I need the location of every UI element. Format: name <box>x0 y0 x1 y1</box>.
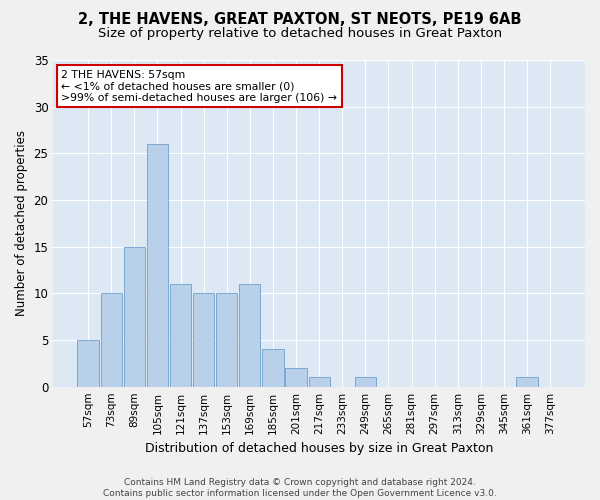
Bar <box>262 350 284 387</box>
Bar <box>286 368 307 386</box>
Text: 2 THE HAVENS: 57sqm
← <1% of detached houses are smaller (0)
>99% of semi-detach: 2 THE HAVENS: 57sqm ← <1% of detached ho… <box>61 70 337 103</box>
Bar <box>193 294 214 386</box>
Bar <box>147 144 168 386</box>
Bar <box>101 294 122 386</box>
Bar <box>216 294 238 386</box>
Text: Contains HM Land Registry data © Crown copyright and database right 2024.
Contai: Contains HM Land Registry data © Crown c… <box>103 478 497 498</box>
Bar <box>239 284 260 386</box>
X-axis label: Distribution of detached houses by size in Great Paxton: Distribution of detached houses by size … <box>145 442 493 455</box>
Bar <box>517 378 538 386</box>
Bar <box>308 378 330 386</box>
Bar <box>355 378 376 386</box>
Bar <box>170 284 191 386</box>
Bar <box>77 340 99 386</box>
Y-axis label: Number of detached properties: Number of detached properties <box>15 130 28 316</box>
Bar <box>124 246 145 386</box>
Text: 2, THE HAVENS, GREAT PAXTON, ST NEOTS, PE19 6AB: 2, THE HAVENS, GREAT PAXTON, ST NEOTS, P… <box>78 12 522 28</box>
Text: Size of property relative to detached houses in Great Paxton: Size of property relative to detached ho… <box>98 28 502 40</box>
